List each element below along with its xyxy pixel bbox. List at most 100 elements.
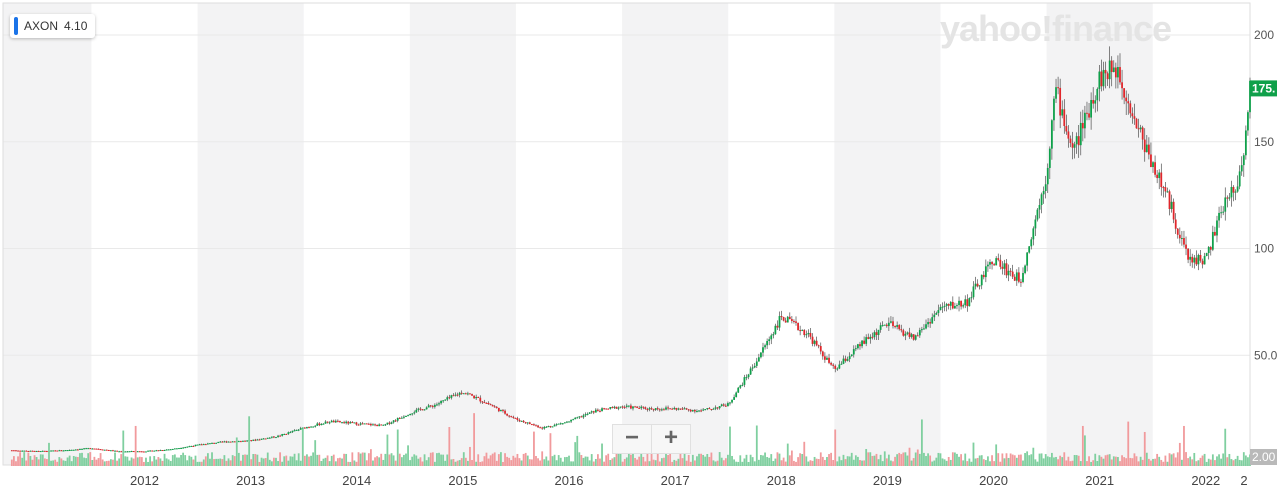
- candle-body: [1141, 127, 1144, 140]
- candle-body: [658, 409, 661, 411]
- candle-body: [405, 415, 407, 417]
- candle-body: [489, 404, 492, 406]
- candle-body: [797, 322, 799, 331]
- candle-body: [328, 422, 331, 424]
- series-legend[interactable]: AXON 4.10: [10, 14, 96, 38]
- candle-body: [1011, 271, 1014, 277]
- volume-bar: [322, 458, 325, 466]
- candle-body: [943, 305, 946, 307]
- candle-body: [881, 325, 884, 327]
- volume-bar: [1055, 456, 1057, 466]
- candle-body: [413, 412, 416, 414]
- candle-body: [729, 402, 731, 404]
- volume-bar: [471, 459, 473, 466]
- candle-body: [547, 426, 550, 428]
- volume-bar: [165, 458, 168, 466]
- volume-bar: [72, 455, 75, 466]
- candle-body: [960, 300, 962, 307]
- zoom-in-button[interactable]: +: [652, 424, 691, 454]
- volume-bar: [1119, 461, 1121, 466]
- candle-body: [1137, 128, 1140, 130]
- volume-bar: [487, 458, 490, 466]
- volume-bar: [989, 461, 991, 466]
- candle-body: [1096, 88, 1099, 101]
- volume-bar: [324, 457, 327, 466]
- volume-bar: [301, 428, 304, 466]
- candle-body: [279, 435, 282, 437]
- volume-bar: [151, 461, 154, 466]
- candle-body: [398, 417, 401, 419]
- volume-bar: [947, 456, 950, 466]
- candle-body: [702, 409, 705, 411]
- volume-bar: [1108, 454, 1111, 466]
- volume-bar: [149, 456, 152, 466]
- volume-bar: [365, 460, 368, 466]
- volume-bar: [683, 452, 686, 466]
- candle-body: [667, 407, 669, 409]
- candle-body: [1143, 139, 1146, 153]
- volume-bar: [1069, 461, 1072, 466]
- volume-bar: [1040, 453, 1043, 466]
- candle-body: [1209, 246, 1212, 250]
- volume-bar: [258, 461, 261, 466]
- candle-body: [493, 406, 496, 408]
- volume-badge: 2.00: [1250, 449, 1277, 465]
- volume-bar: [180, 454, 182, 466]
- volume-bar: [217, 458, 220, 466]
- candle-body: [753, 365, 756, 368]
- volume-bar: [1001, 453, 1004, 466]
- volume-bar: [658, 461, 661, 466]
- x-tick-label: 2015: [448, 473, 477, 488]
- volume-bar: [169, 460, 172, 466]
- candle-body: [215, 442, 218, 444]
- candle-body: [178, 448, 180, 450]
- zoom-out-button[interactable]: −: [612, 424, 652, 454]
- candle-body: [35, 450, 38, 452]
- candle-body: [132, 451, 135, 453]
- volume-bar: [394, 460, 397, 466]
- candle-body: [949, 301, 952, 306]
- candle-body: [1030, 239, 1033, 247]
- volume-bar: [762, 455, 764, 466]
- candle-body: [147, 450, 149, 452]
- candle-body: [349, 422, 352, 424]
- volume-bar: [708, 456, 711, 466]
- volume-bar: [966, 461, 969, 466]
- candle-body: [308, 427, 310, 429]
- candle-body: [935, 313, 938, 315]
- volume-bar: [665, 452, 667, 466]
- candle-body: [869, 336, 872, 339]
- candle-body: [372, 424, 374, 426]
- candle-body: [669, 408, 672, 410]
- volume-bar: [353, 460, 356, 466]
- candle-body: [700, 410, 702, 412]
- candle-body: [145, 451, 147, 453]
- candle-body: [795, 321, 797, 323]
- candle-body: [877, 329, 880, 336]
- candle-body: [984, 266, 987, 278]
- volume-bar: [912, 458, 915, 466]
- volume-bar: [21, 457, 24, 466]
- candle-body: [972, 286, 975, 298]
- volume-bar: [510, 460, 513, 466]
- candle-body: [722, 404, 725, 406]
- x-tick-label: 2021: [1085, 473, 1114, 488]
- candle-body: [285, 433, 288, 435]
- candle-body: [894, 326, 896, 328]
- volume-bar: [64, 460, 67, 466]
- candle-body: [541, 427, 544, 429]
- volume-bar: [1020, 454, 1022, 466]
- candle-body: [423, 409, 426, 411]
- candle-body: [1042, 190, 1045, 195]
- candle-body: [978, 285, 981, 287]
- candle-body: [301, 427, 304, 429]
- candle-body: [733, 397, 736, 400]
- volume-bar: [173, 454, 176, 466]
- candle-body: [167, 449, 170, 451]
- volume-bar: [198, 461, 201, 466]
- volume-bar: [937, 452, 940, 466]
- volume-bar: [729, 426, 731, 466]
- candle-body: [737, 387, 740, 393]
- volume-bar: [553, 454, 556, 466]
